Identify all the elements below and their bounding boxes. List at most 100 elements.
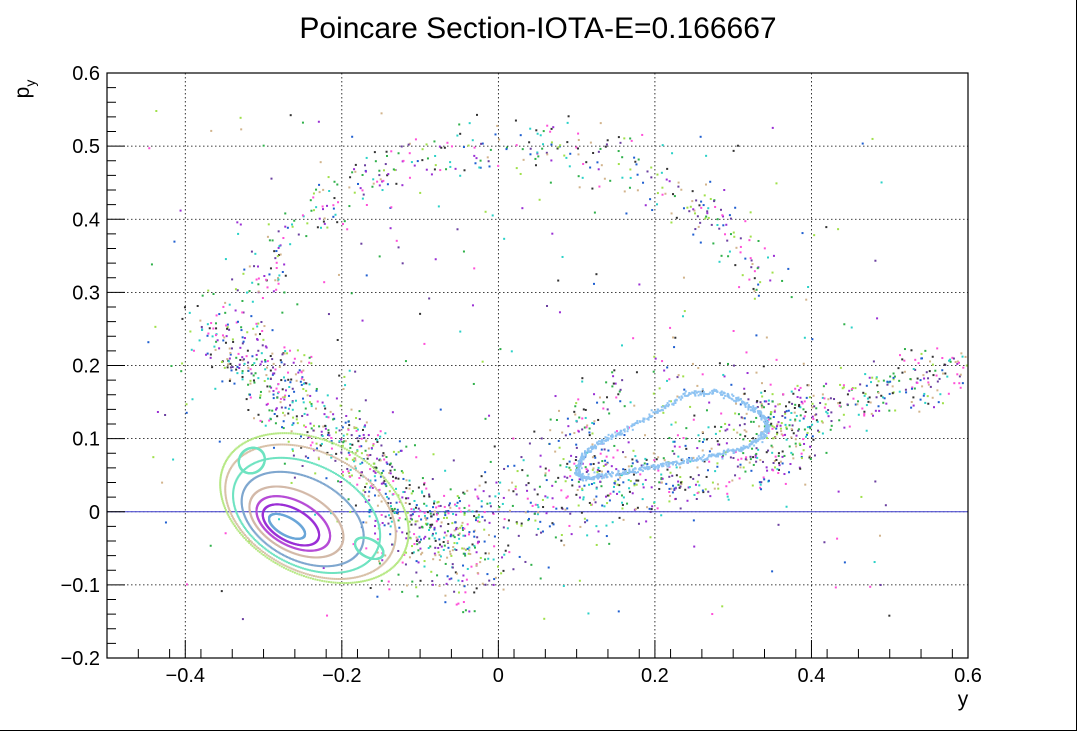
scatter-point — [330, 440, 333, 443]
scatter-point — [372, 444, 375, 447]
scatter-point — [618, 390, 621, 393]
scatter-point — [236, 221, 239, 224]
scatter-point — [726, 495, 729, 498]
scatter-point — [382, 179, 385, 182]
regular-orbit-point — [298, 570, 301, 573]
scatter-point — [364, 399, 367, 402]
scatter-point — [851, 386, 854, 389]
scatter-point — [356, 449, 359, 452]
scatter-point — [401, 561, 404, 564]
scatter-point — [302, 397, 305, 400]
scatter-point — [575, 456, 578, 459]
scatter-point — [752, 287, 755, 290]
scatter-point — [293, 476, 296, 479]
regular-orbit-point — [380, 473, 383, 476]
scatter-point — [309, 394, 312, 397]
scatter-point — [377, 494, 380, 497]
scatter-point — [539, 134, 542, 137]
scatter-point — [753, 297, 756, 300]
regular-orbit-point — [393, 522, 396, 525]
regular-orbit-point — [390, 567, 393, 570]
scatter-point — [209, 544, 212, 547]
scatter-point — [891, 385, 894, 388]
scatter-point — [534, 164, 537, 167]
regular-orbit-point — [282, 547, 285, 550]
regular-orbit-point — [369, 505, 372, 508]
scatter-point — [815, 407, 818, 410]
scatter-point — [773, 459, 776, 462]
regular-orbit-point — [293, 457, 296, 460]
scatter-point — [653, 459, 656, 462]
scatter-point — [524, 560, 527, 563]
scatter-point — [528, 442, 531, 445]
scatter-point — [430, 570, 433, 573]
scatter-point — [770, 411, 773, 414]
regular-orbit-point — [368, 463, 371, 466]
scatter-point — [743, 423, 746, 426]
scatter-point — [903, 359, 906, 362]
scatter-point — [605, 524, 608, 527]
regular-orbit-point — [241, 508, 244, 511]
scatter-point — [755, 452, 758, 455]
scatter-point — [632, 473, 635, 476]
scatter-point — [949, 358, 952, 361]
scatter-point — [601, 460, 604, 463]
scatter-point — [420, 518, 423, 521]
regular-orbit-point — [395, 492, 398, 495]
scatter-point — [384, 554, 387, 557]
scatter-point — [275, 288, 278, 291]
scatter-point — [447, 540, 450, 543]
scatter-point — [384, 492, 387, 495]
scatter-point — [566, 141, 569, 144]
regular-orbit-point — [394, 535, 397, 538]
scatter-point — [475, 551, 478, 554]
scatter-point — [192, 349, 195, 352]
scatter-point — [423, 495, 426, 498]
scatter-point — [457, 533, 460, 536]
scatter-point — [284, 274, 287, 277]
regular-orbit-point — [362, 540, 365, 543]
regular-orbit-point — [396, 561, 399, 564]
scatter-point — [673, 488, 676, 491]
regular-orbit-point — [247, 450, 250, 453]
scatter-point — [474, 546, 477, 549]
scatter-point — [669, 471, 672, 474]
scatter-point — [320, 430, 323, 433]
regular-orbit-point — [323, 565, 326, 568]
scatter-point — [636, 189, 639, 192]
scatter-point — [713, 200, 716, 203]
scatter-point — [775, 458, 778, 461]
regular-orbit-point — [303, 491, 306, 494]
scatter-point — [621, 156, 624, 159]
scatter-point — [750, 469, 753, 472]
scatter-point — [459, 174, 462, 177]
regular-orbit-point — [287, 432, 290, 435]
regular-orbit-point — [300, 490, 303, 493]
scatter-point — [875, 396, 878, 399]
scatter-point — [721, 214, 724, 217]
scatter-point — [252, 374, 255, 377]
scatter-point — [863, 412, 866, 415]
regular-orbit-point — [298, 433, 301, 436]
scatter-point — [291, 387, 294, 390]
scatter-point — [395, 182, 398, 185]
scatter-point — [348, 369, 351, 372]
scatter-point — [728, 423, 731, 426]
regular-orbit-point — [316, 578, 319, 581]
scatter-point — [308, 401, 311, 404]
regular-orbit-point — [362, 563, 365, 566]
scatter-point — [180, 370, 183, 373]
scatter-point — [300, 371, 303, 374]
scatter-point — [249, 382, 252, 385]
regular-orbit-point — [381, 573, 384, 576]
scatter-point — [496, 565, 499, 568]
regular-orbit-point — [311, 564, 314, 567]
regular-orbit-point — [333, 489, 336, 492]
regular-orbit-point — [305, 568, 308, 571]
regular-orbit-point — [231, 464, 234, 467]
regular-orbit-point — [312, 496, 315, 499]
regular-orbit-point — [402, 505, 405, 508]
scatter-point — [298, 369, 301, 372]
regular-orbit-point — [264, 433, 267, 436]
scatter-point — [759, 401, 762, 404]
